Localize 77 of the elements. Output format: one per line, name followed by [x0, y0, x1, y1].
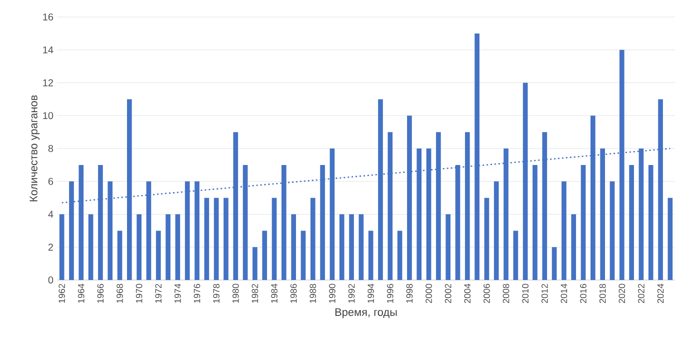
bar [629, 164, 634, 280]
x-tick-label: 2022 [638, 284, 644, 304]
bar [446, 214, 450, 280]
bar [166, 214, 170, 280]
bar [552, 247, 557, 280]
x-tick-label: 2006 [484, 284, 490, 304]
x-tick-label: 2020 [618, 284, 626, 304]
x-tick-label: 1962 [58, 284, 66, 303]
x-tick-label: 2024 [657, 284, 664, 304]
y-axis-title: Количество ураганов [30, 95, 40, 202]
x-tick-label: 2014 [560, 284, 568, 304]
y-tick-label: 14 [43, 46, 54, 54]
x-tick-label: 2012 [541, 284, 548, 304]
bar [580, 164, 586, 280]
bar [156, 230, 161, 280]
bar [571, 214, 576, 280]
x-tick-label: 1996 [386, 284, 394, 303]
bar [252, 247, 258, 280]
bar [562, 181, 566, 280]
x-axis-title: Время, годы [335, 308, 397, 318]
x-tick-label: 1986 [290, 284, 297, 303]
bar [494, 181, 499, 280]
y-tick-label: 10 [43, 112, 54, 120]
y-tick-label: 8 [48, 144, 54, 152]
y-tick-label: 6 [48, 178, 54, 185]
y-tick-label: 16 [43, 13, 54, 21]
bar [484, 198, 490, 280]
bar [59, 214, 64, 280]
bar [204, 198, 210, 280]
x-tick-label: 2010 [522, 284, 529, 304]
bar [175, 214, 180, 280]
y-tick-label: 0 [48, 276, 54, 284]
bar [117, 230, 122, 280]
x-tick-label: 1984 [271, 284, 278, 303]
bar [668, 198, 673, 280]
bar [300, 230, 306, 280]
x-tick-label: 1976 [194, 284, 200, 303]
x-tick-label: 1970 [136, 284, 142, 303]
x-tick-label: 1980 [232, 284, 239, 303]
x-tick-label: 1998 [406, 284, 413, 303]
x-tick-label: 1968 [116, 284, 123, 303]
x-tick-label: 1964 [78, 284, 84, 303]
x-tick-label: 1982 [252, 284, 258, 303]
x-tick-label: 2018 [599, 284, 606, 304]
bar [610, 181, 615, 280]
y-tick-label: 4 [48, 210, 54, 218]
bar [397, 230, 402, 280]
bar [272, 198, 277, 280]
bar [358, 214, 364, 280]
x-tick-label: 2008 [502, 284, 510, 304]
y-tick-label: 12 [43, 79, 53, 86]
x-tick-label: 1990 [329, 284, 336, 303]
bar [291, 214, 296, 280]
bar [513, 230, 518, 280]
bar [214, 198, 219, 280]
x-tick-label: 1992 [348, 284, 355, 303]
x-tick-label: 1974 [174, 284, 181, 303]
bar [136, 214, 142, 280]
x-tick-label: 1988 [310, 284, 316, 303]
bar [88, 214, 94, 280]
bar [648, 164, 654, 280]
x-tick-label: 1994 [368, 284, 374, 303]
bar [310, 198, 316, 280]
y-tick-label: 2 [48, 244, 53, 251]
x-tick-label: 1972 [155, 284, 162, 303]
x-tick-label: 2004 [464, 284, 471, 304]
x-tick-label: 2016 [580, 284, 586, 304]
bar [349, 214, 354, 280]
x-tick-label: 2002 [444, 284, 452, 304]
x-tick-label: 1978 [213, 284, 220, 303]
bar [368, 230, 374, 280]
bar [532, 164, 538, 280]
bar [339, 214, 344, 280]
bar [224, 198, 228, 280]
bar [262, 230, 268, 280]
x-tick-label: 2000 [426, 284, 432, 304]
x-tick-label: 1966 [97, 284, 104, 303]
